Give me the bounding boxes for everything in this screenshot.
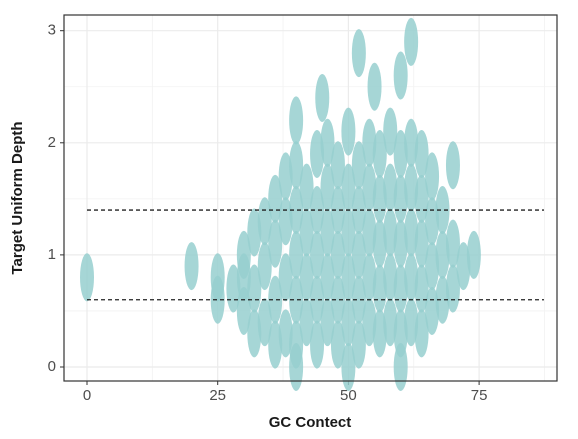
point xyxy=(320,118,335,167)
point xyxy=(268,219,283,268)
point xyxy=(289,342,304,391)
x-axis-title: GC Contect xyxy=(269,414,352,431)
point xyxy=(257,197,272,246)
point xyxy=(341,208,356,257)
point xyxy=(299,253,314,302)
point xyxy=(383,107,398,156)
point xyxy=(257,242,272,291)
point xyxy=(351,186,366,235)
point xyxy=(310,230,325,279)
point xyxy=(330,320,345,369)
point xyxy=(351,230,366,279)
x-tick-label: 50 xyxy=(340,387,357,404)
point xyxy=(278,253,293,302)
point xyxy=(330,275,345,324)
point xyxy=(341,163,356,212)
point xyxy=(289,275,304,324)
point xyxy=(268,275,283,324)
point xyxy=(330,141,345,190)
y-tick-label: 3 xyxy=(48,22,56,39)
point xyxy=(445,141,460,190)
point xyxy=(404,17,419,66)
point xyxy=(414,174,429,223)
point xyxy=(289,230,304,279)
point xyxy=(236,286,251,335)
point xyxy=(393,51,408,100)
point xyxy=(310,275,325,324)
point xyxy=(320,163,335,212)
point xyxy=(310,186,325,235)
point xyxy=(268,174,283,223)
point xyxy=(257,298,272,347)
point xyxy=(299,208,314,257)
point xyxy=(226,264,241,313)
point xyxy=(299,163,314,212)
point xyxy=(393,342,408,391)
y-tick-label: 1 xyxy=(48,246,56,263)
point xyxy=(330,230,345,279)
point xyxy=(341,342,356,391)
point xyxy=(351,275,366,324)
point xyxy=(210,253,225,302)
point xyxy=(320,298,335,347)
point xyxy=(414,219,429,268)
point xyxy=(184,242,199,291)
point xyxy=(247,264,262,313)
y-tick-label: 0 xyxy=(48,358,56,375)
point xyxy=(414,264,429,313)
x-tick-label: 25 xyxy=(209,387,226,404)
point xyxy=(289,141,304,190)
point xyxy=(315,73,330,122)
point xyxy=(341,298,356,347)
point xyxy=(310,320,325,369)
point xyxy=(372,130,387,179)
point xyxy=(341,253,356,302)
x-tick-label: 75 xyxy=(471,387,488,404)
point xyxy=(367,62,382,111)
point xyxy=(445,219,460,268)
point xyxy=(341,107,356,156)
point xyxy=(289,186,304,235)
point xyxy=(236,230,251,279)
point xyxy=(445,264,460,313)
point xyxy=(351,320,366,369)
point xyxy=(414,130,429,179)
y-axis-title: Target Uniform Depth xyxy=(9,121,26,274)
point xyxy=(351,141,366,190)
point xyxy=(80,253,95,302)
point xyxy=(330,186,345,235)
point xyxy=(320,208,335,257)
point xyxy=(466,230,481,279)
point xyxy=(299,298,314,347)
point xyxy=(425,152,440,201)
point xyxy=(320,253,335,302)
point xyxy=(289,96,304,145)
plot-frame xyxy=(63,14,558,382)
point xyxy=(351,29,366,78)
x-tick-label: 0 xyxy=(83,387,91,404)
y-tick-label: 2 xyxy=(48,134,56,151)
point xyxy=(435,186,450,235)
point xyxy=(414,309,429,358)
